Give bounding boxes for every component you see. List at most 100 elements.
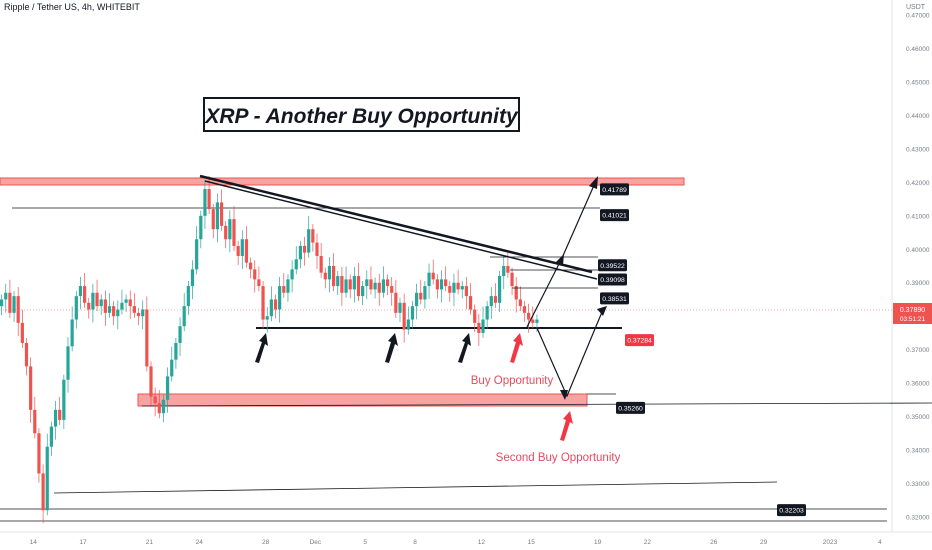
buy-arrow-2	[560, 411, 573, 441]
candle-body	[477, 322, 481, 333]
candle-body	[294, 259, 298, 270]
candle-body	[394, 292, 398, 313]
x-tick-label: 29	[760, 539, 768, 546]
candle-body	[377, 282, 381, 293]
candle-body	[37, 433, 41, 474]
candle-body	[415, 292, 419, 307]
candle-body	[228, 219, 232, 240]
candle-body	[215, 202, 219, 230]
candle-body	[20, 322, 24, 343]
candle-body	[99, 299, 103, 307]
x-tick-label: 22	[644, 539, 652, 546]
projection-path-up[interactable]	[526, 182, 596, 328]
candle-body	[157, 403, 161, 414]
candle-body	[352, 276, 356, 290]
level-label-bg	[598, 259, 627, 272]
candle-body	[385, 279, 390, 287]
candle-body	[58, 409, 62, 420]
candle-body	[419, 292, 423, 300]
projection-path-down[interactable]	[536, 311, 603, 398]
candle-body	[244, 239, 249, 263]
candle-body	[439, 279, 444, 290]
arrowhead-to-0.41789	[589, 176, 598, 189]
candle-body	[489, 296, 493, 307]
descending-trendline[interactable]	[199, 174, 593, 274]
descending-trendline-2[interactable]	[204, 180, 598, 280]
level-label: 0.39522	[600, 263, 625, 270]
candle-body	[452, 282, 456, 293]
candle-body	[41, 473, 45, 511]
candle-body	[186, 286, 190, 307]
resistance-zone[interactable]	[0, 177, 685, 186]
candle-body	[124, 299, 128, 303]
candle-body	[29, 366, 33, 410]
x-tick-label: 15	[528, 539, 536, 546]
candle-body	[332, 266, 336, 287]
chart-title: XRP - Another Buy Opportunity	[204, 105, 519, 128]
level-line-0.32203[interactable]	[53, 481, 778, 494]
candle-body	[307, 229, 311, 253]
arrowhead-to-0.3952	[556, 254, 564, 265]
candle-body	[481, 319, 485, 333]
candle-body	[83, 286, 87, 303]
candle-body	[365, 279, 369, 287]
arrowhead-to-0.3526	[560, 390, 568, 400]
support-zone[interactable]	[137, 393, 588, 407]
x-tick-label: 21	[146, 539, 154, 546]
candle-body	[282, 286, 286, 293]
projection-paths[interactable]	[526, 182, 603, 398]
x-tick-label: 28	[262, 539, 270, 546]
bounce-arrow-3	[458, 333, 471, 363]
horizontal-ray-0.35[interactable]	[141, 402, 932, 407]
candle-body	[253, 269, 257, 280]
candle-body	[91, 292, 95, 310]
x-tick-label: 8	[413, 539, 417, 546]
candle-body	[70, 319, 74, 347]
countdown-label: 03:51:21	[900, 316, 926, 323]
candle-body	[473, 309, 477, 323]
y-tick-label: 0.34000	[906, 448, 930, 455]
candle-body	[224, 225, 228, 240]
level-label: 0.39098	[600, 277, 625, 284]
y-tick-label: 0.39000	[906, 280, 930, 287]
candle-body	[141, 309, 145, 317]
y-tick-label: 0.47000	[906, 13, 930, 20]
candle-body	[286, 279, 290, 293]
candle-body	[485, 306, 489, 320]
candle-body	[207, 189, 211, 210]
candle-body	[406, 319, 410, 330]
candle-body	[24, 342, 29, 367]
candle-body	[444, 279, 448, 287]
candle-body	[211, 209, 215, 230]
candle-body	[12, 296, 16, 313]
x-tick-label: 4	[878, 539, 882, 546]
candle-body	[390, 286, 394, 293]
candle-body	[45, 446, 49, 511]
x-tick-label: 17	[79, 539, 87, 546]
red-buy-arrows	[510, 333, 573, 441]
y-tick-label: 0.33000	[906, 481, 930, 488]
candle-body	[427, 272, 431, 287]
level-label-bg	[600, 183, 629, 196]
candle-body	[49, 426, 53, 447]
candle-body	[145, 309, 149, 367]
y-tick-label: 0.37000	[906, 347, 930, 354]
level-label: 0.35260	[618, 405, 643, 412]
current-price-tag: 0.37890 03:51:21	[893, 303, 932, 324]
y-tick-label: 0.42000	[906, 180, 930, 187]
candle-body	[74, 296, 78, 320]
candle-body	[527, 312, 531, 320]
level-label-bg	[598, 273, 627, 286]
y-tick-label: 0.45000	[906, 79, 930, 86]
candle-body	[261, 286, 265, 320]
candle-body	[112, 306, 116, 317]
x-tick-label: 19	[594, 539, 602, 546]
candle-body	[460, 286, 464, 290]
candle-body	[120, 302, 124, 310]
candle-body	[464, 286, 468, 297]
candle-body	[290, 269, 294, 280]
candle-body	[448, 286, 452, 293]
level-label-bg	[777, 504, 806, 517]
candle-body	[232, 219, 236, 246]
